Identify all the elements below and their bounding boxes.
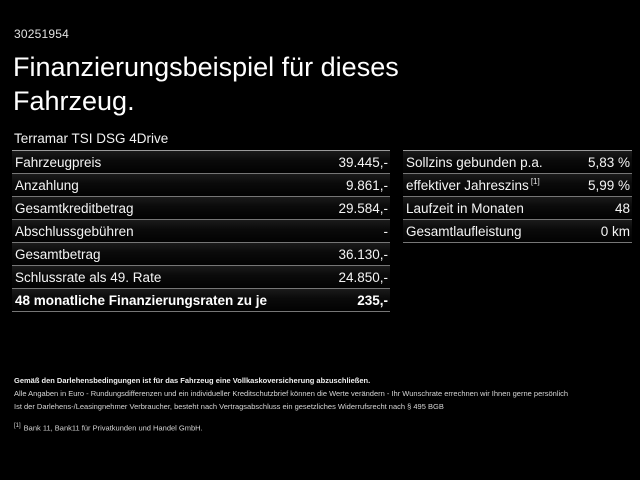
row-label: Gesamtbetrag (15, 246, 101, 262)
table-row-anzahlung: Anzahlung 9.861,- (12, 174, 390, 197)
row-value: 235,- (357, 292, 388, 308)
bank-footnote: [1] Bank 11, Bank11 für Privatkunden und … (14, 420, 628, 435)
row-label: Laufzeit in Monaten (406, 200, 524, 216)
disclaimer-line: Alle Angaben in Euro - Rundungsdifferenz… (14, 389, 569, 398)
row-value: 36.130,- (338, 246, 388, 262)
table-row-monatliche-raten: 48 monatliche Finanzierungsraten zu je 2… (12, 289, 390, 312)
table-row-gesamtkreditbetrag: Gesamtkreditbetrag 29.584,- (12, 197, 390, 220)
table-row-gesamtbetrag: Gesamtbetrag 36.130,- (12, 243, 390, 266)
disclaimer-footer: Gemäß den Darlehensbedingungen ist für d… (14, 374, 628, 435)
table-row-schlussrate: Schlussrate als 49. Rate 24.850,- (12, 266, 390, 289)
row-value: 39.445,- (338, 154, 388, 170)
disclaimer-line: Ist der Darlehens-/Leasingnehmer Verbrau… (14, 402, 444, 411)
row-label: Abschlussgebühren (15, 223, 134, 239)
row-label: Schlussrate als 49. Rate (15, 269, 162, 285)
row-value: 48 (614, 200, 630, 216)
row-value: 5,83 % (587, 154, 630, 170)
row-value: - (383, 223, 389, 239)
table-row-abschlussgebuehren: Abschlussgebühren - (12, 220, 390, 243)
finance-costs-table: Fahrzeugpreis 39.445,- Anzahlung 9.861,-… (12, 150, 390, 312)
vehicle-model: Terramar TSI DSG 4Drive (14, 131, 169, 146)
footnote-marker: [1] (14, 423, 21, 429)
row-value: 24.850,- (338, 269, 388, 285)
vehicle-id: 30251954 (14, 27, 69, 41)
row-value: 0 km (600, 223, 630, 239)
table-row-sollzins: Sollzins gebunden p.a. 5,83 % (403, 151, 632, 174)
finance-terms-table: Sollzins gebunden p.a. 5,83 % effektiver… (403, 150, 632, 243)
table-row-laufzeit: Laufzeit in Monaten 48 (403, 197, 632, 220)
footnote-marker: [1] (530, 177, 540, 186)
row-label: effektiver Jahreszins [1] (406, 178, 540, 193)
row-value: 29.584,- (338, 200, 388, 216)
row-label-text: effektiver Jahreszins (406, 177, 529, 193)
insurance-note: Gemäß den Darlehensbedingungen ist für d… (14, 376, 371, 385)
row-label: Anzahlung (15, 177, 79, 193)
row-value: 9.861,- (345, 177, 388, 193)
table-row-effektiver-jahreszins: effektiver Jahreszins [1] 5,99 % (403, 174, 632, 197)
row-label: 48 monatliche Finanzierungsraten zu je (15, 292, 268, 308)
table-row-fahrzeugpreis: Fahrzeugpreis 39.445,- (12, 151, 390, 174)
row-label: Fahrzeugpreis (15, 154, 102, 170)
row-value: 5,99 % (587, 177, 630, 193)
row-label: Sollzins gebunden p.a. (406, 154, 543, 170)
row-label: Gesamtkreditbetrag (15, 200, 134, 216)
footnote-text: Bank 11, Bank11 für Privatkunden und Han… (23, 423, 203, 433)
table-row-gesamtlaufleistung: Gesamtlaufleistung 0 km (403, 220, 632, 243)
row-label: Gesamtlaufleistung (406, 223, 522, 239)
page-title: Finanzierungsbeispiel für dieses Fahrzeu… (13, 52, 399, 116)
